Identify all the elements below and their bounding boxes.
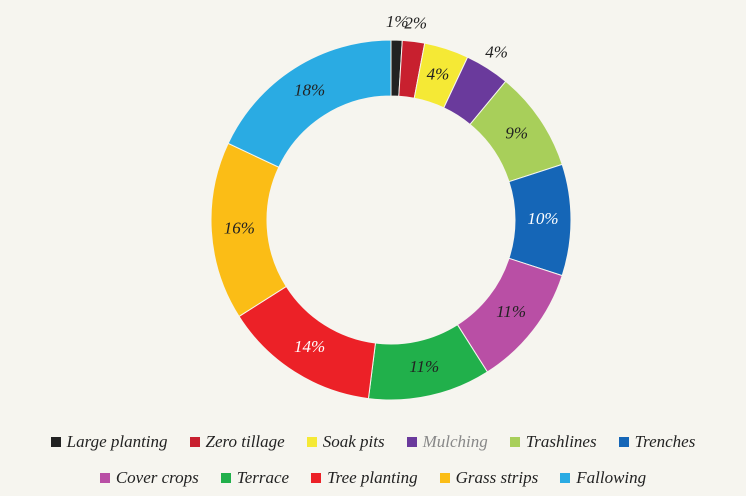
legend: Large planting Zero tillage Soak pits Mulch…	[0, 424, 746, 496]
legend-label: Terrace	[236, 468, 290, 487]
legend-item[interactable]: Trenches	[618, 432, 696, 452]
legend-item[interactable]: Terrace	[220, 468, 290, 488]
legend-item[interactable]: Zero tillage	[189, 432, 285, 452]
legend-swatch	[189, 437, 200, 447]
legend-swatch	[306, 437, 317, 447]
legend-label: Soak pits	[322, 432, 385, 451]
legend-item[interactable]: Grass strips	[439, 468, 539, 488]
legend-swatch	[220, 473, 231, 483]
data-label: 9%	[505, 123, 528, 142]
chart: 1%2% 4% 4% 9% 10% 11% 11% 14% 16% 18%	[210, 12, 572, 401]
legend-label: Mulching	[422, 432, 488, 451]
legend-label: Trashlines	[525, 432, 597, 451]
legend-item[interactable]: Cover crops	[99, 468, 199, 488]
legend-label: Grass strips	[455, 468, 539, 487]
legend-label: Fallowing	[576, 468, 647, 487]
legend-swatch	[99, 473, 110, 483]
legend-swatch	[311, 473, 322, 483]
legend-row: Large planting Zero tillage Soak pits Mulch…	[0, 424, 746, 460]
data-label: 2%	[404, 13, 427, 32]
data-label: 16%	[224, 218, 255, 237]
data-label: 18%	[294, 81, 325, 100]
legend-label: Zero tillage	[205, 432, 285, 451]
legend-item[interactable]: Tree planting	[311, 468, 418, 488]
data-label: 4%	[485, 43, 508, 62]
data-label: 4%	[427, 64, 450, 83]
legend-swatch	[509, 437, 520, 447]
data-label: 11%	[409, 357, 439, 376]
data-label: 1%	[386, 12, 409, 31]
legend-swatch	[50, 437, 61, 447]
legend-swatch	[560, 473, 571, 483]
legend-item[interactable]: Trashlines	[509, 432, 597, 452]
data-label: 11%	[496, 302, 526, 321]
data-label: 14%	[294, 337, 325, 356]
legend-swatch	[439, 473, 450, 483]
legend-item[interactable]: Fallowing	[560, 468, 646, 488]
legend-item[interactable]: Large planting	[50, 432, 168, 452]
legend-label: Large planting	[66, 432, 168, 451]
donut-slice	[227, 39, 392, 168]
legend-item[interactable]: Mulching	[406, 432, 488, 452]
data-label: 10%	[527, 209, 558, 228]
legend-label: Trenches	[634, 432, 696, 451]
legend-swatch	[618, 437, 629, 447]
legend-label: Tree planting	[327, 468, 418, 487]
legend-swatch	[406, 437, 417, 447]
legend-item[interactable]: Soak pits	[306, 432, 385, 452]
legend-label: Cover crops	[115, 468, 199, 487]
legend-row: Cover crops Terrace Tree planting Grass str…	[0, 460, 746, 496]
